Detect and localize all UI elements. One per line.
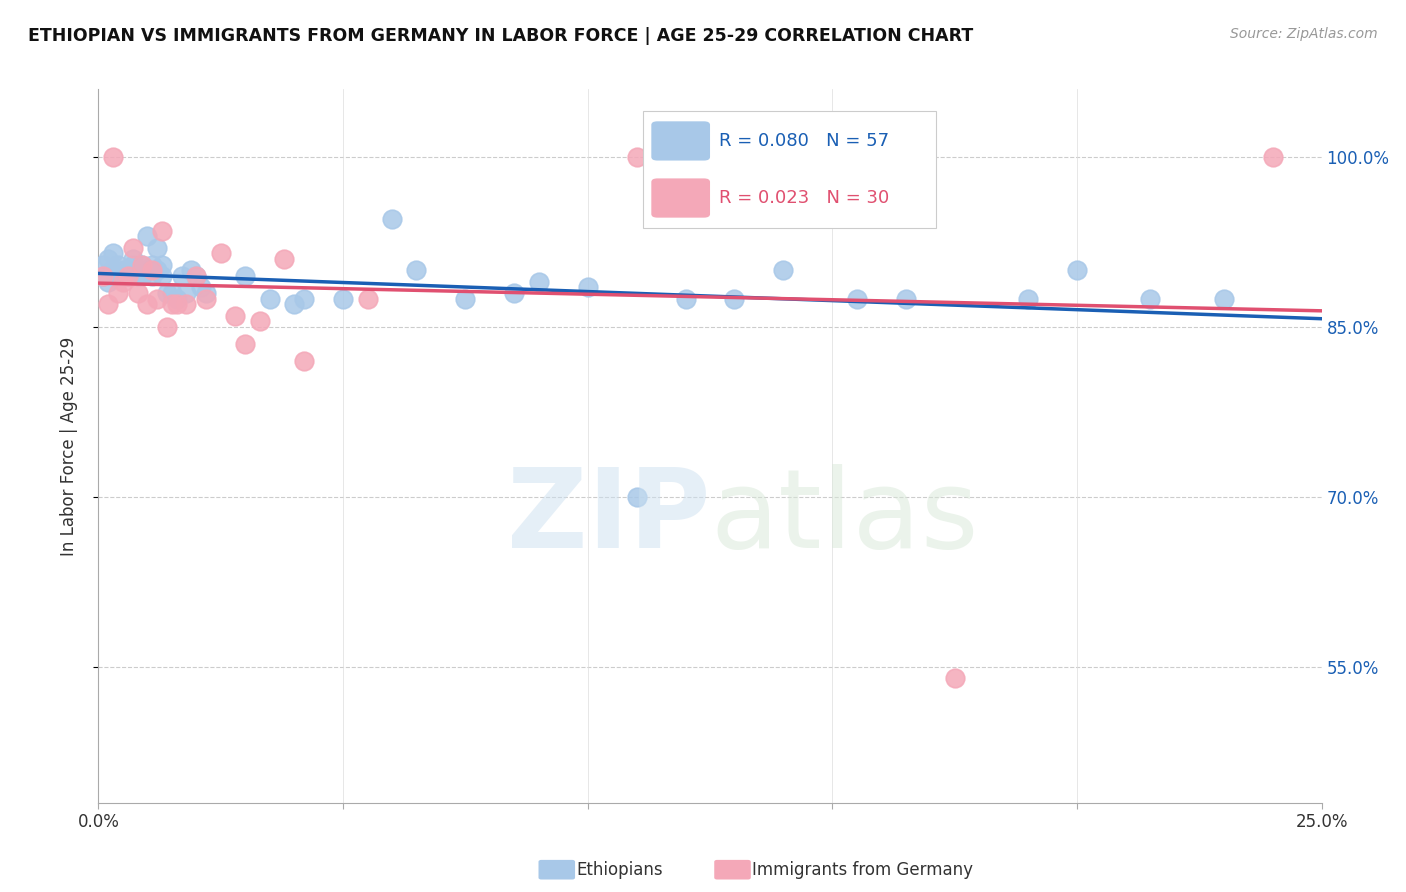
Point [503, 286, 526, 301]
Point [97, 275, 120, 289]
Point [1017, 292, 1039, 306]
Point [1261, 150, 1284, 164]
Point [626, 490, 648, 504]
FancyBboxPatch shape [651, 178, 710, 218]
Point [156, 286, 179, 301]
Text: atlas: atlas [710, 464, 979, 571]
Point [576, 280, 599, 294]
Point [1066, 263, 1088, 277]
Point [772, 150, 794, 164]
Text: Ethiopians: Ethiopians [576, 861, 664, 879]
Point [131, 258, 153, 272]
Text: R = 0.080   N = 57: R = 0.080 N = 57 [718, 132, 889, 150]
Point [273, 252, 295, 266]
Point [150, 258, 173, 272]
Point [180, 263, 202, 277]
Point [101, 246, 124, 260]
Point [1212, 292, 1234, 306]
Text: Immigrants from Germany: Immigrants from Germany [752, 861, 973, 879]
Point [136, 229, 159, 244]
Point [111, 269, 134, 284]
Point [176, 297, 198, 311]
Text: ETHIOPIAN VS IMMIGRANTS FROM GERMANY IN LABOR FORCE | AGE 25-29 CORRELATION CHAR: ETHIOPIAN VS IMMIGRANTS FROM GERMANY IN … [28, 27, 973, 45]
Point [675, 292, 697, 306]
Point [97, 297, 120, 311]
Point [111, 263, 134, 277]
Point [101, 150, 124, 164]
Point [121, 252, 143, 266]
Point [160, 297, 183, 311]
Point [117, 263, 139, 277]
Point [190, 280, 212, 294]
Point [259, 292, 281, 306]
Point [121, 241, 143, 255]
Point [292, 292, 315, 306]
Point [150, 224, 173, 238]
FancyBboxPatch shape [643, 111, 936, 228]
Point [894, 292, 917, 306]
Point [131, 269, 153, 284]
Point [117, 269, 139, 284]
Point [127, 269, 149, 284]
Point [233, 337, 256, 351]
Point [1139, 292, 1161, 306]
Point [195, 286, 218, 301]
Point [107, 269, 129, 284]
Point [186, 269, 208, 284]
Point [127, 286, 149, 301]
Point [91, 258, 114, 272]
Point [166, 292, 188, 306]
Text: ZIP: ZIP [506, 464, 710, 571]
Point [141, 269, 163, 284]
Point [176, 286, 198, 301]
Point [195, 292, 218, 306]
Point [91, 269, 114, 284]
Point [141, 258, 163, 272]
Point [292, 354, 315, 368]
Point [527, 275, 550, 289]
Point [146, 241, 169, 255]
Point [117, 269, 139, 284]
FancyBboxPatch shape [651, 121, 710, 161]
Point [454, 292, 477, 306]
Point [166, 297, 188, 311]
Point [136, 297, 159, 311]
Point [146, 292, 169, 306]
Point [141, 263, 163, 277]
Point [101, 263, 124, 277]
Point [381, 212, 404, 227]
Point [332, 292, 354, 306]
Point [117, 269, 139, 284]
Point [107, 286, 129, 301]
Point [845, 292, 868, 306]
Point [136, 263, 159, 277]
Point [249, 314, 271, 328]
Point [626, 150, 648, 164]
Point [111, 275, 134, 289]
Y-axis label: In Labor Force | Age 25-29: In Labor Force | Age 25-29 [59, 336, 77, 556]
Point [146, 263, 169, 277]
Point [224, 309, 246, 323]
Point [283, 297, 305, 311]
Point [405, 263, 427, 277]
Point [356, 292, 378, 306]
Point [160, 286, 183, 301]
Point [150, 269, 173, 284]
Point [723, 292, 745, 306]
Point [107, 258, 129, 272]
Point [121, 258, 143, 272]
Point [91, 269, 114, 284]
Point [131, 258, 153, 272]
Point [156, 320, 179, 334]
Point [186, 269, 208, 284]
Point [943, 671, 966, 685]
Point [772, 263, 794, 277]
Point [170, 269, 193, 284]
Point [209, 246, 232, 260]
Point [233, 269, 256, 284]
Text: Source: ZipAtlas.com: Source: ZipAtlas.com [1230, 27, 1378, 41]
Text: R = 0.023   N = 30: R = 0.023 N = 30 [718, 189, 889, 207]
Point [97, 252, 120, 266]
Point [127, 263, 149, 277]
